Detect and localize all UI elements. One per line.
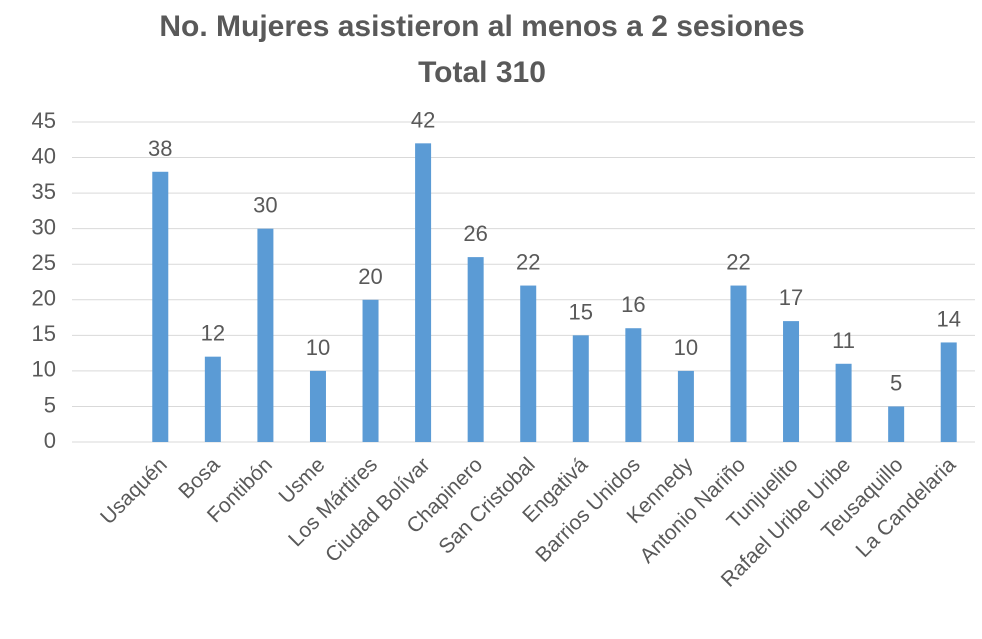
bar	[152, 171, 169, 442]
value-label: 20	[358, 264, 382, 289]
value-label: 10	[306, 335, 330, 360]
bar	[467, 257, 484, 442]
x-tick-label: Usaquén	[96, 453, 172, 529]
chart-title: No. Mujeres asistieron al menos a 2 sesi…	[159, 10, 804, 43]
bar	[520, 285, 537, 442]
value-label: 17	[779, 285, 803, 310]
y-tick-label: 35	[32, 179, 56, 204]
bar	[257, 228, 274, 442]
value-label: 12	[201, 321, 225, 346]
bar	[888, 406, 905, 442]
bar	[835, 363, 852, 442]
value-label: 26	[463, 221, 487, 246]
value-label: 10	[674, 335, 698, 360]
y-tick-label: 20	[32, 286, 56, 311]
y-tick-label: 40	[32, 143, 56, 168]
y-tick-label: 5	[44, 392, 56, 417]
bar	[940, 342, 957, 442]
value-label: 11	[832, 328, 855, 353]
bar	[783, 321, 800, 442]
y-tick-label: 10	[32, 357, 56, 382]
bar	[362, 299, 379, 442]
y-tick-label: 0	[44, 428, 56, 453]
bar	[730, 285, 747, 442]
bar	[572, 335, 589, 442]
bar	[309, 370, 326, 442]
value-label: 38	[148, 136, 172, 161]
chart-subtitle: Total 310	[418, 56, 546, 89]
value-label: 16	[621, 292, 645, 317]
value-label: 30	[253, 193, 277, 218]
value-label: 5	[890, 370, 902, 395]
bar	[204, 356, 221, 442]
bar	[677, 370, 694, 442]
value-label: 42	[411, 107, 435, 132]
y-tick-label: 45	[32, 108, 56, 133]
y-tick-label: 25	[32, 250, 56, 275]
y-tick-label: 15	[32, 321, 56, 346]
bar	[415, 143, 432, 443]
value-label: 22	[726, 250, 750, 275]
value-label: 15	[569, 299, 593, 324]
y-tick-label: 30	[32, 214, 56, 239]
value-label: 22	[516, 250, 540, 275]
bar	[625, 328, 642, 442]
value-label: 14	[936, 306, 960, 331]
